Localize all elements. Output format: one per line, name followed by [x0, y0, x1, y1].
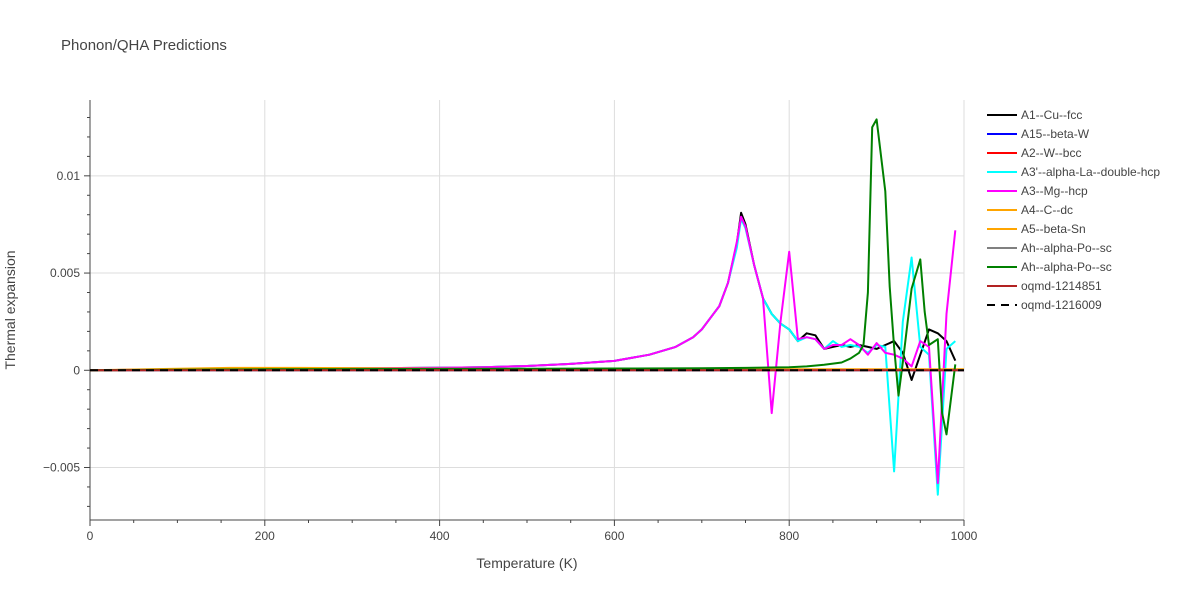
series-line-a1-cu-fcc[interactable] [89, 211, 957, 381]
legend-item[interactable]: A3'--alpha-La--double-hcp [987, 165, 1160, 179]
y-tick-label: −0.005 [43, 461, 80, 475]
legend-item[interactable]: oqmd-1216009 [987, 298, 1102, 312]
legend-label: A15--beta-W [1021, 127, 1090, 141]
y-tick-label: 0.005 [50, 266, 80, 280]
legend-item[interactable]: Ah--alpha-Po--sc [987, 260, 1112, 274]
legend-item[interactable]: A1--Cu--fcc [987, 108, 1082, 122]
x-tick-label: 0 [87, 529, 94, 543]
legend-label: A4--C--dc [1021, 203, 1073, 217]
x-tick-label: 800 [779, 529, 799, 543]
series-line-a3-mg-hcp[interactable] [89, 215, 957, 485]
legend[interactable]: A1--Cu--fcc A15--beta-W A2--W--bcc A3'--alp… [987, 108, 1160, 312]
x-tick-label: 400 [430, 529, 450, 543]
chart-title: Phonon/QHA Predictions [61, 37, 227, 54]
legend-item[interactable]: A3--Mg--hcp [987, 184, 1088, 198]
legend-label: A1--Cu--fcc [1021, 108, 1082, 122]
x-axis-title: Temperature (K) [476, 555, 577, 571]
legend-label: oqmd-1216009 [1021, 298, 1102, 312]
legend-label: Ah--alpha-Po--sc [1021, 241, 1112, 255]
legend-item[interactable]: A2--W--bcc [987, 146, 1081, 160]
legend-label: A5--beta-Sn [1021, 222, 1086, 236]
x-tick-label: 1000 [951, 529, 978, 543]
legend-label: oqmd-1214851 [1021, 279, 1102, 293]
legend-item[interactable]: Ah--alpha-Po--sc [987, 241, 1112, 255]
axes [84, 100, 965, 526]
legend-item[interactable]: A5--beta-Sn [987, 222, 1086, 236]
x-tick-label: 200 [255, 529, 275, 543]
legend-item[interactable]: oqmd-1214851 [987, 279, 1102, 293]
y-tick-label: 0 [73, 363, 80, 377]
legend-item[interactable]: A4--C--dc [987, 203, 1073, 217]
legend-label: A3--Mg--hcp [1021, 184, 1088, 198]
legend-label: Ah--alpha-Po--sc [1021, 260, 1112, 274]
y-axis-title: Thermal expansion [2, 250, 18, 369]
gridlines [90, 100, 965, 520]
legend-label: A2--W--bcc [1021, 146, 1081, 160]
series-line-ah-alpha-po-sc[interactable] [89, 118, 957, 436]
y-tick-label: 0.01 [57, 169, 81, 183]
plot-area[interactable] [89, 118, 965, 496]
tick-labels: 0 200 400 600 800 1000 −0.005 0 0.005 0.01 [43, 169, 978, 543]
legend-label: A3'--alpha-La--double-hcp [1021, 165, 1160, 179]
series-line-a3-alpha-la-double-hcp[interactable] [89, 217, 956, 496]
legend-item[interactable]: A15--beta-W [987, 127, 1090, 141]
x-tick-label: 600 [604, 529, 624, 543]
